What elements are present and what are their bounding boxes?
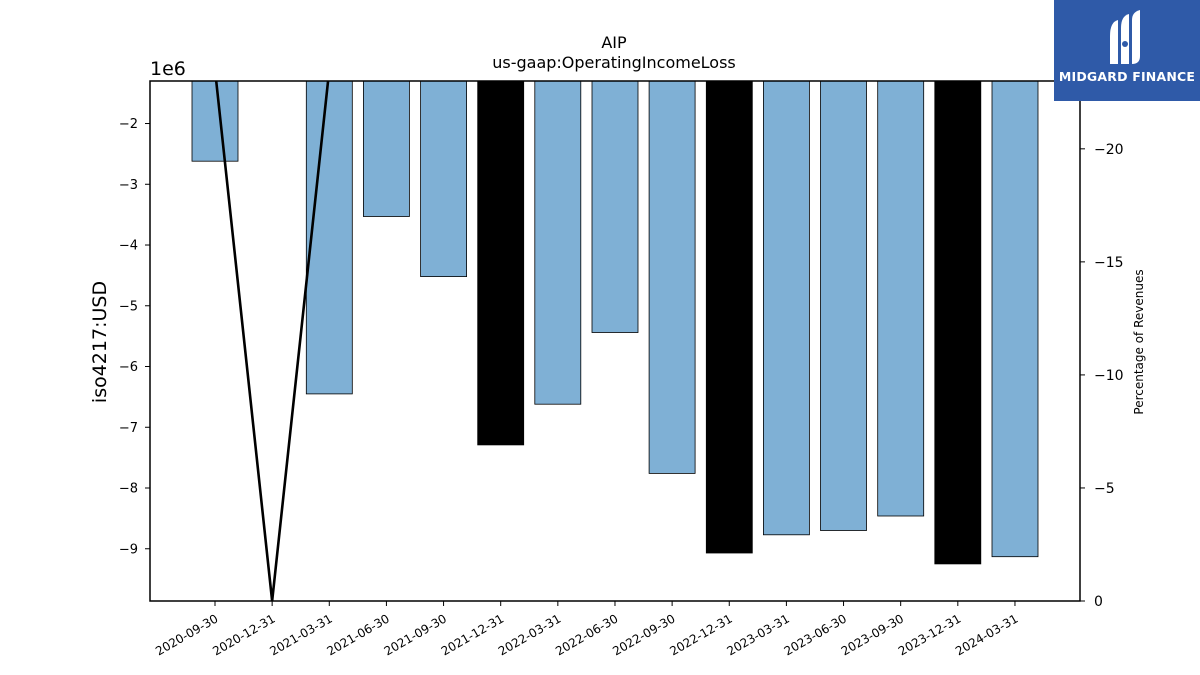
x-tick-label: 2022-03-31 xyxy=(496,611,563,658)
y-tick-label: −7 xyxy=(119,421,138,436)
x-tick-label: 2021-03-31 xyxy=(267,611,334,658)
bar-2021-12-31 xyxy=(477,81,525,446)
bar-2021-06-30 xyxy=(362,81,410,217)
y-tick-label: −5 xyxy=(119,299,138,314)
bars-group xyxy=(191,81,1039,565)
y-tick-label: −9 xyxy=(119,542,138,557)
y-offset-text: 1e6 xyxy=(150,58,186,80)
x-tick-label: 2021-06-30 xyxy=(325,611,392,658)
bar-2021-09-30 xyxy=(420,81,468,278)
x-tick-label: 2023-09-30 xyxy=(839,611,906,658)
y2-tick-label: 0 xyxy=(1094,594,1103,610)
bar-2022-12-31 xyxy=(705,81,753,554)
x-tick-label: 2023-12-31 xyxy=(896,611,963,658)
y-tick-label: −8 xyxy=(119,482,138,497)
bar-2023-12-31 xyxy=(934,81,982,565)
y-tick-label: −6 xyxy=(119,360,138,375)
y2-axis-label: Percentage of Revenues xyxy=(1132,269,1146,414)
line-group xyxy=(214,81,330,601)
x-tick-label: 2022-09-30 xyxy=(610,611,677,658)
line-percentage-of-revenues xyxy=(214,81,330,601)
y-tick-label: −3 xyxy=(119,178,138,193)
y-tick-label: −4 xyxy=(119,239,138,254)
x-tick-label: 2021-12-31 xyxy=(439,611,506,658)
bar-2022-09-30 xyxy=(648,81,696,474)
x-tick-label: 2022-12-31 xyxy=(667,611,734,658)
bar-2020-09-30 xyxy=(191,81,239,162)
x-tick-label: 2023-03-31 xyxy=(724,611,791,658)
y2-tick-label: −20 xyxy=(1094,142,1124,158)
x-tick-label: 2021-09-30 xyxy=(382,611,449,658)
y2-tick-label: −10 xyxy=(1094,368,1124,384)
y2-axis-ticks: 0 −5 −10 −15 −20 xyxy=(1080,142,1124,610)
brand-name: MIDGARD FINANCE xyxy=(1058,69,1196,84)
x-tick-label: 2024-03-31 xyxy=(953,611,1020,658)
bar-2023-06-30 xyxy=(820,81,867,531)
chart-subtitle: us-gaap:OperatingIncomeLoss xyxy=(492,53,736,72)
logo-mark-icon xyxy=(1110,10,1140,64)
bar-2024-03-31 xyxy=(991,81,1039,558)
brand-logo: MIDGARD FINANCE xyxy=(1054,0,1200,101)
y-tick-label: −2 xyxy=(119,117,138,132)
bar-2023-09-30 xyxy=(877,81,925,517)
bar-2022-06-30 xyxy=(591,81,639,333)
x-tick-label: 2020-12-31 xyxy=(210,611,277,658)
bar-2022-03-31 xyxy=(534,81,582,405)
x-tick-label: 2020-09-30 xyxy=(153,611,220,658)
chart-title: AIP xyxy=(601,33,627,52)
y-axis-ticks: −2 −3 −4 −5 −6 −7 −8 −9 xyxy=(119,117,150,557)
x-tick-label: 2023-06-30 xyxy=(782,611,849,658)
y2-tick-label: −15 xyxy=(1094,255,1124,271)
x-tick-label: 2022-06-30 xyxy=(553,611,620,658)
bar-2023-03-31 xyxy=(763,81,810,536)
y2-tick-label: −5 xyxy=(1094,481,1115,497)
bar-2021-03-31 xyxy=(305,81,353,395)
y-axis-label: iso4217:USD xyxy=(89,281,111,403)
x-axis-ticks: 2020-09-302020-12-312021-03-312021-06-30… xyxy=(153,601,1020,658)
